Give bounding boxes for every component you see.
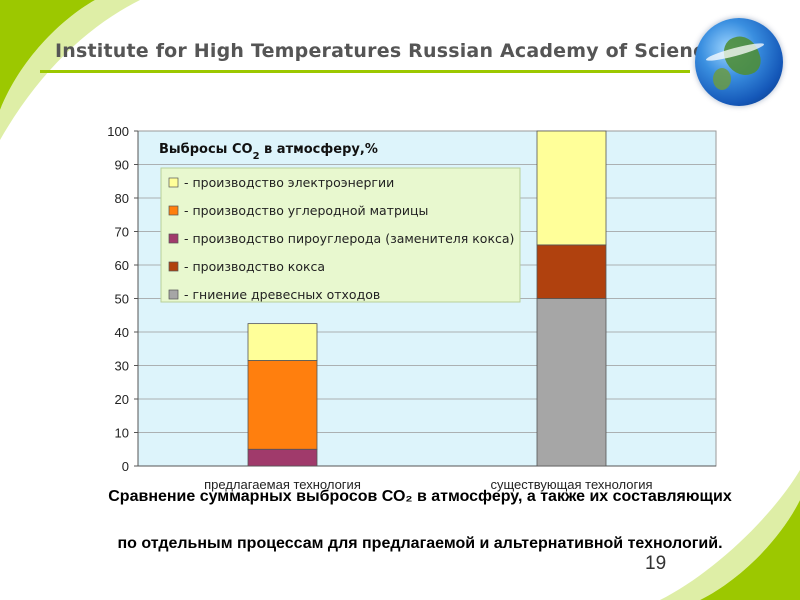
legend-label: - производство пироуглерода (заменителя …	[184, 231, 514, 246]
x-category-label: существующая технология	[490, 477, 652, 492]
bar-segment	[247, 448, 318, 467]
caption-line-2: по отдельным процессам для предлагаемой …	[117, 535, 723, 552]
y-tick-label: 100	[107, 124, 129, 139]
chart-title: Выбросы CO2 в атмосферу,%	[159, 142, 378, 162]
bar-segment	[536, 130, 607, 246]
y-tick-label: 0	[122, 459, 129, 474]
y-tick-label: 70	[115, 225, 129, 240]
caption-line-1: Сравнение суммарных выбросов СО₂ в атмос…	[108, 488, 732, 505]
legend-swatch	[168, 177, 179, 188]
bar-segment	[536, 244, 607, 299]
title-divider	[40, 70, 690, 73]
page-number: 19	[645, 553, 667, 574]
bar-segment	[247, 360, 318, 450]
y-tick-label: 60	[115, 258, 129, 273]
legend-label: - производство углеродной матрицы	[184, 203, 428, 218]
legend-box	[160, 167, 521, 303]
bar-segment	[247, 323, 318, 361]
legend-label: - гниение древесных отходов	[184, 287, 380, 302]
bar-segment	[536, 298, 607, 467]
y-tick-label: 30	[115, 359, 129, 374]
legend-swatch	[168, 205, 179, 216]
legend-swatch	[168, 289, 179, 300]
y-tick-label: 90	[115, 158, 129, 173]
y-tick-label: 10	[115, 426, 129, 441]
y-tick-label: 80	[115, 191, 129, 206]
slide-title: Institute for High Temperatures Russian …	[55, 40, 730, 62]
x-category-label: предлагаемая технология	[204, 477, 361, 492]
legend-label: - производство электроэнергии	[184, 175, 394, 190]
legend-label: - производство кокса	[184, 259, 325, 274]
y-tick-label: 40	[115, 325, 129, 340]
legend-swatch	[168, 261, 179, 272]
y-tick-label: 50	[115, 292, 129, 307]
legend-swatch	[168, 233, 179, 244]
y-tick-label: 20	[115, 392, 129, 407]
earth-globe-icon	[695, 18, 783, 106]
